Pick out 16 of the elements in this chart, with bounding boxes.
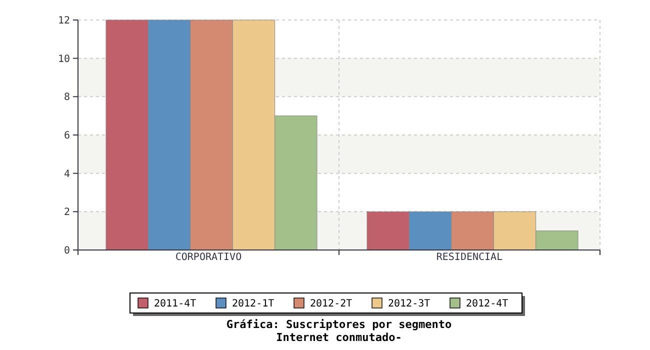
legend-label: 2012-1T — [232, 298, 274, 310]
y-tick-label: 10 — [58, 54, 70, 65]
text: Gráfica: Suscriptores por segmento — [226, 318, 452, 331]
y-tick-label: 8 — [64, 92, 70, 104]
legend-label: 2012-4T — [466, 298, 508, 310]
legend-label: 2012-3T — [388, 298, 430, 310]
x-tick-label: CORPORATIVO — [175, 252, 242, 263]
y-tick-label: 6 — [64, 130, 70, 142]
legend-label: 2011-4T — [154, 298, 196, 310]
legend-label: 2012-2T — [310, 298, 352, 310]
y-tick-label: 12 — [58, 16, 70, 26]
y-tick-label: 0 — [64, 246, 70, 256]
y-tick-label: 4 — [64, 168, 70, 180]
x-tick-label: RESIDENCIAL — [436, 252, 503, 263]
y-tick-label: 2 — [64, 207, 70, 218]
text: Internet conmutado- — [276, 331, 402, 344]
